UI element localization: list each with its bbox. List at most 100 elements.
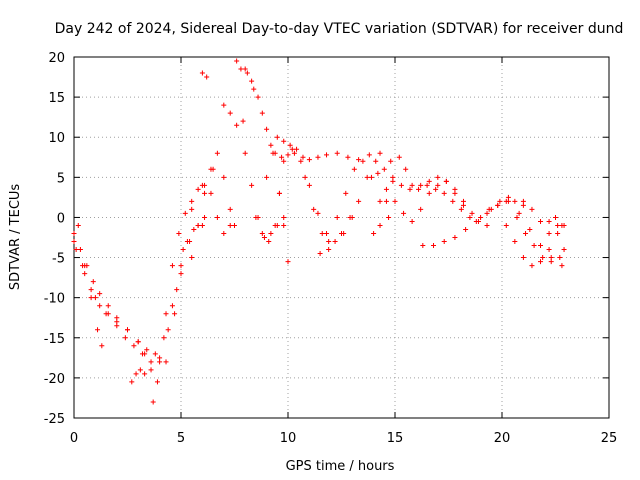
data-point [114, 319, 120, 325]
data-point [242, 150, 248, 156]
data-point [249, 182, 255, 188]
data-point [478, 214, 484, 220]
data-point [163, 359, 169, 365]
data-point [463, 226, 469, 232]
data-point [189, 198, 195, 204]
data-point [142, 351, 148, 357]
data-point [261, 235, 267, 240]
data-point [538, 218, 544, 224]
data-point [433, 186, 439, 192]
y-tick-label: 0 [57, 211, 65, 226]
data-point [324, 230, 330, 236]
data-point [368, 174, 374, 180]
data-point [221, 174, 227, 180]
y-tick-label: -5 [52, 252, 65, 267]
data-point [339, 230, 344, 236]
y-axis-ticks: -25 -20 -15 -10 -5 0 5 10 15 20 [44, 51, 609, 427]
data-point [503, 222, 509, 228]
x-tick-label: 25 [601, 431, 618, 446]
data-point [546, 247, 552, 253]
data-point [467, 214, 473, 220]
data-point [373, 158, 379, 164]
data-point [460, 198, 466, 204]
data-point [418, 182, 424, 188]
data-point [347, 214, 353, 220]
data-point [484, 210, 490, 216]
data-point [334, 150, 340, 156]
data-point [553, 214, 558, 220]
data-point [195, 222, 201, 228]
data-point [291, 150, 297, 156]
data-point [302, 174, 308, 180]
data-point [497, 198, 503, 204]
data-point [268, 230, 274, 236]
data-point [555, 230, 561, 236]
data-point [92, 295, 98, 301]
chart-title: Day 242 of 2024, Sidereal Day-to-day VTE… [55, 21, 624, 37]
data-point [137, 367, 143, 373]
data-point [435, 182, 441, 188]
data-point [426, 178, 432, 184]
data-point [232, 222, 237, 228]
data-point [420, 243, 426, 249]
data-point [546, 230, 552, 236]
data-point [251, 86, 257, 92]
plot-frame [73, 56, 610, 419]
grid-lines [74, 57, 609, 418]
data-point [88, 287, 94, 293]
x-tick-label: 15 [387, 431, 404, 446]
data-point [152, 351, 158, 357]
data-point [154, 379, 160, 385]
data-point [242, 66, 248, 72]
data-point [279, 154, 285, 160]
data-point [294, 146, 300, 152]
data-point [131, 343, 137, 349]
data-point [281, 158, 287, 164]
data-point [424, 182, 430, 188]
data-point [178, 271, 184, 277]
data-point [514, 214, 520, 220]
data-point [285, 152, 291, 158]
data-point [546, 218, 552, 224]
y-tick-label: 10 [48, 131, 65, 146]
data-point [531, 243, 537, 249]
data-point [396, 154, 402, 160]
data-point [398, 182, 404, 188]
data-point [557, 255, 563, 261]
data-point [165, 327, 171, 333]
data-point [452, 186, 458, 192]
data-point [441, 190, 447, 196]
data-points [71, 58, 567, 405]
data-point [435, 174, 441, 180]
data-point [234, 122, 240, 128]
data-point [285, 259, 291, 265]
data-point [306, 182, 312, 188]
data-point [189, 255, 195, 261]
data-point [520, 255, 526, 261]
data-point [240, 118, 246, 124]
data-point [390, 174, 396, 180]
data-point [377, 222, 383, 228]
data-point [169, 263, 175, 269]
data-point [360, 158, 366, 164]
data-point [381, 166, 387, 172]
data-point [488, 206, 494, 212]
data-point [221, 230, 227, 236]
data-point [161, 335, 167, 341]
data-point [559, 263, 565, 269]
y-tick-label: -10 [44, 292, 65, 307]
x-tick-label: 10 [280, 431, 297, 446]
data-point [71, 230, 77, 236]
data-point [383, 186, 389, 192]
y-tick-label: 15 [48, 91, 65, 106]
data-point [148, 359, 154, 365]
data-point [142, 371, 148, 377]
data-point [401, 210, 407, 216]
data-point [71, 239, 77, 245]
data-point [548, 259, 554, 265]
data-point [418, 206, 424, 212]
data-point [274, 134, 280, 140]
y-axis-label: SDTVAR / TECUs [8, 184, 23, 291]
data-point [300, 154, 306, 160]
data-point [73, 247, 79, 253]
